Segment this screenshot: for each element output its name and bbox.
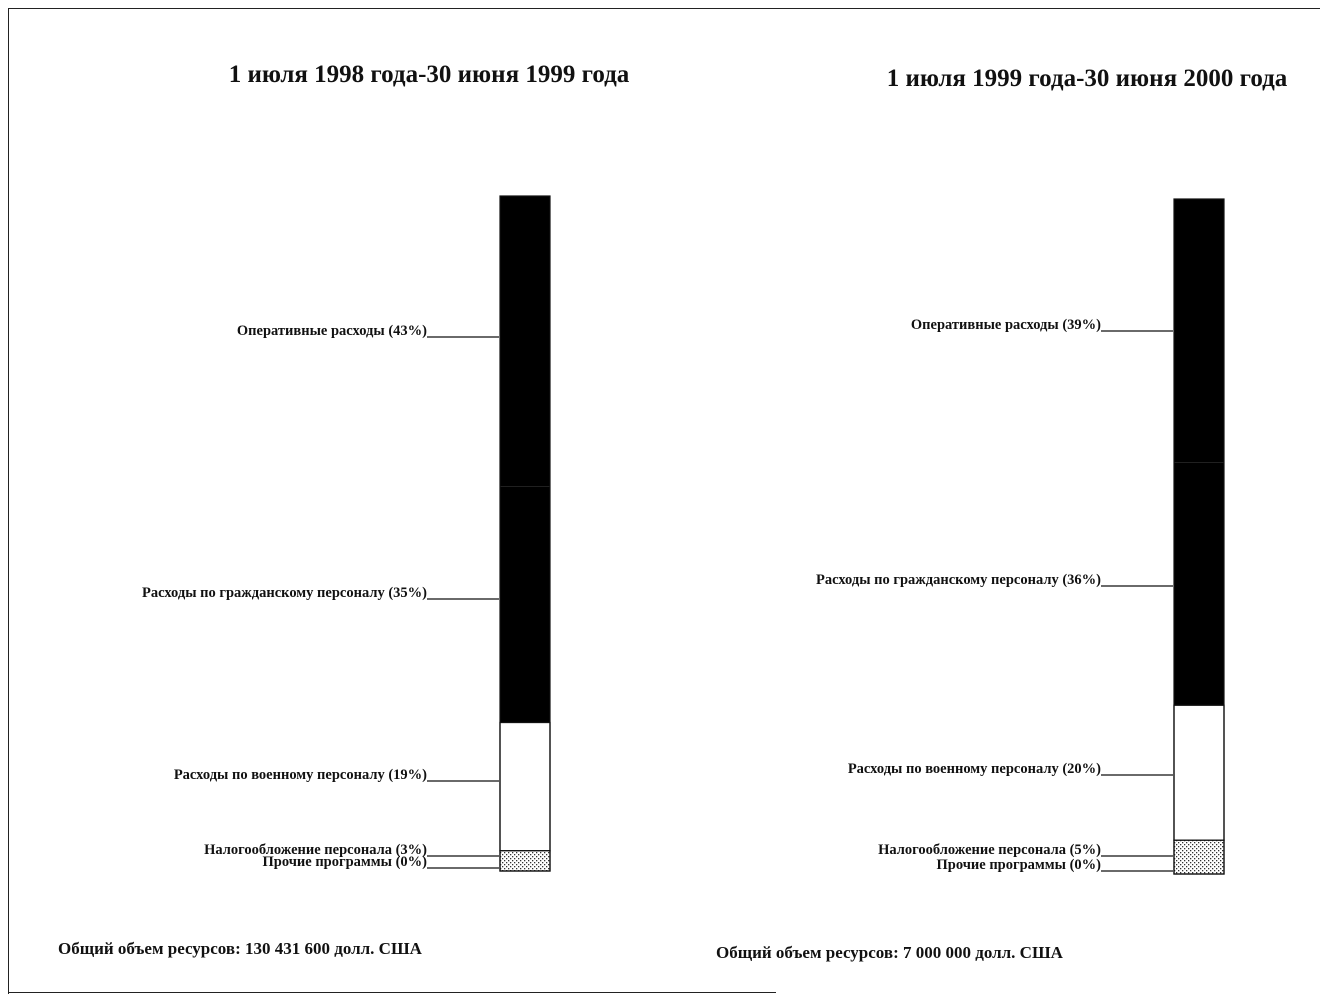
chart-left: 1 июля 1998 года-30 июня 1999 года Опера… (58, 61, 630, 958)
bar-segment-right-civilian (1174, 462, 1224, 706)
bar-segment-left-civilian (500, 486, 550, 723)
segment-label-left-civilian: Расходы по гражданскому персоналу (35%) (142, 585, 427, 601)
segment-label-left-operational: Оперативные расходы (43%) (237, 323, 427, 339)
segment-label-left-other: Прочие программы (0%) (263, 854, 428, 870)
chart-left-total: Общий объем ресурсов: 130 431 600 долл. … (58, 939, 423, 958)
bar-segment-right-staff-assessment (1173, 839, 1225, 875)
bar-outline-left (499, 195, 551, 872)
bottom-rule (8, 992, 776, 993)
bar-segment-left-military (499, 721, 551, 852)
chart-right-bar: Оперативные расходы (39%) Расходы по граж… (816, 198, 1225, 875)
chart-left-bar: Оперативные расходы (43%) Расходы по граж… (142, 195, 551, 872)
segment-label-right-military: Расходы по военному персоналу (20%) (848, 761, 1101, 777)
segment-label-right-operational: Оперативные расходы (39%) (911, 317, 1101, 333)
page-frame (8, 8, 1320, 994)
bar-segment-left-staff-assessment (499, 850, 551, 872)
chart-right: 1 июля 1999 года-30 июня 2000 года Опера… (716, 65, 1288, 962)
segment-label-right-other: Прочие программы (0%) (937, 857, 1102, 873)
chart-right-total: Общий объем ресурсов: 7 000 000 долл. СШ… (716, 943, 1064, 962)
segment-label-left-staff-assessment: Налогообложение персонала (3%) (204, 842, 427, 858)
segment-label-right-staff-assessment: Налогообложение персонала (5%) (878, 842, 1101, 858)
chart-right-title: 1 июля 1999 года-30 июня 2000 года (887, 65, 1288, 92)
bar-segment-left-operational (500, 196, 550, 487)
bar-segment-right-military (1173, 704, 1225, 841)
segment-label-right-civilian: Расходы по гражданскому персоналу (36%) (816, 572, 1101, 588)
bar-segment-right-operational (1174, 199, 1224, 463)
chart-left-title: 1 июля 1998 года-30 июня 1999 года (229, 61, 630, 88)
bar-outline-right (1173, 198, 1225, 875)
segment-label-left-military: Расходы по военному персоналу (19%) (174, 767, 427, 783)
